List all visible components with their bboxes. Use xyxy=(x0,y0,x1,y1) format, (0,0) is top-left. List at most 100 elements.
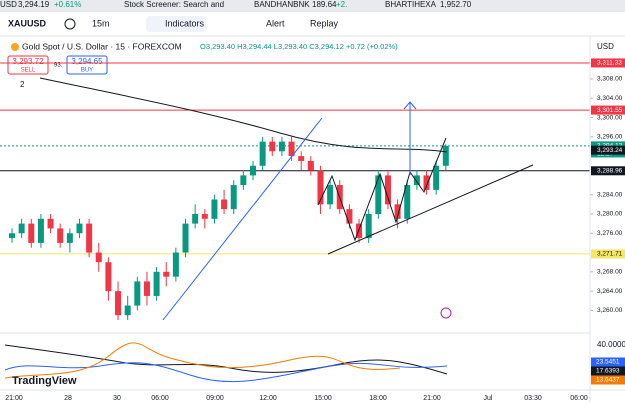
tab-price: 3,294.19 xyxy=(18,0,50,9)
candle-body xyxy=(76,223,83,234)
price-label: 3,304.00 xyxy=(597,95,623,102)
candle-body xyxy=(356,223,363,239)
time-label: 06:00 xyxy=(151,395,169,402)
indicator-count[interactable]: 2 xyxy=(20,80,25,89)
time-label: 30 xyxy=(113,395,121,402)
indicator-tag xyxy=(591,357,625,367)
zigzag xyxy=(317,137,447,242)
candle-body xyxy=(182,223,189,253)
time-label: 15:00 xyxy=(314,395,332,402)
candle-body xyxy=(423,175,430,190)
candle-body xyxy=(365,213,372,239)
candle-body xyxy=(278,141,285,152)
tab-symbol[interactable]: BANDHANBNK xyxy=(254,0,310,9)
tab-symbol[interactable]: USD xyxy=(0,0,17,9)
indicator-value: 13.6437 xyxy=(596,377,620,384)
candle-body xyxy=(18,223,25,234)
price-label: 3,264.00 xyxy=(597,288,623,295)
event-icon[interactable] xyxy=(440,307,452,319)
candle-body xyxy=(230,185,237,210)
candle-body xyxy=(404,185,411,219)
price-tag-label: 3,271.71 xyxy=(597,251,623,258)
alert-button[interactable]: Alert xyxy=(266,18,285,28)
trendline xyxy=(327,164,534,255)
time-label: 06:00 xyxy=(570,395,588,402)
price-tag xyxy=(591,145,625,155)
candle-body xyxy=(259,141,266,166)
buy-price: 3,294.65 xyxy=(71,57,103,66)
time-label: 21:00 xyxy=(5,395,23,402)
buy-button[interactable] xyxy=(66,55,108,75)
price-label: 3,308.00 xyxy=(597,76,623,83)
price-label: 3,276.00 xyxy=(597,230,623,237)
price-label: 3,284.00 xyxy=(597,191,623,198)
candle-body xyxy=(153,271,160,296)
price-label: 3,280.00 xyxy=(597,211,623,218)
candle-body xyxy=(172,252,179,277)
tab-bar xyxy=(0,0,625,12)
indicator-value: 17.6393 xyxy=(596,368,620,375)
sell-button[interactable] xyxy=(7,55,49,75)
time-label: 09:00 xyxy=(206,395,224,402)
indicators-bg[interactable] xyxy=(146,16,206,32)
tab-price: 1,952.70 xyxy=(440,0,472,9)
price-tag-label: 3,288.96 xyxy=(597,167,623,174)
indicator-line xyxy=(4,362,448,383)
sell-price: 3,293.72 xyxy=(12,57,44,66)
tab-symbol[interactable]: BHARTIHEXA xyxy=(385,0,437,9)
brand: TradingView xyxy=(12,375,77,387)
indicator-level: 40.0000 xyxy=(597,340,625,349)
candle-body xyxy=(375,175,382,214)
price-tag-label: 3,301.55 xyxy=(597,107,623,114)
time-label: Jul xyxy=(484,395,493,402)
symbol-button[interactable]: XAUUSD xyxy=(8,18,47,28)
candle-body xyxy=(143,281,150,296)
add-symbol[interactable] xyxy=(64,18,76,30)
replay-button[interactable]: Replay xyxy=(310,18,339,28)
candle-body xyxy=(37,218,44,243)
indicators-button[interactable]: Indicators xyxy=(165,18,205,28)
candle-body xyxy=(86,223,93,253)
tab-change: +0.61% xyxy=(54,0,81,9)
price-tag-label: 3,293.24 xyxy=(597,147,623,154)
candle-body xyxy=(201,213,208,219)
price-label: 3,260.00 xyxy=(597,307,623,314)
time-label: 21:00 xyxy=(423,395,441,402)
candle-body xyxy=(134,281,141,306)
sell-label: SELL xyxy=(21,68,36,74)
candle-body xyxy=(307,160,314,171)
indicator-tag xyxy=(591,375,625,385)
tab-change: +2. xyxy=(336,0,347,9)
indicator-labels: 23.5451 17.6393 13.6437 xyxy=(591,357,625,385)
candle-body xyxy=(269,141,276,152)
indicator-value: 23.5451 xyxy=(596,359,620,366)
tab-title[interactable]: Stock Screener: Search and xyxy=(124,0,224,9)
moving-average xyxy=(39,77,448,153)
indicator-tag xyxy=(591,366,625,376)
trendline xyxy=(162,117,323,321)
candle-body xyxy=(28,223,35,243)
candle-body xyxy=(413,175,420,186)
candle-body xyxy=(47,218,54,229)
candle-body xyxy=(346,209,353,224)
plot: 3,308.00 3,304.00 3,300.00 3,296.00 3,284.00… xyxy=(0,58,625,321)
candle-body xyxy=(327,185,334,205)
spread: 93. xyxy=(54,63,63,69)
price-label: 3,268.00 xyxy=(597,269,623,276)
candle-body xyxy=(433,165,440,190)
time-label: 03:30 xyxy=(524,395,542,402)
candle-body xyxy=(163,271,170,277)
legend-ohlc: O3,293.40 H3,294.44 L3,293.40 C3,294.12 … xyxy=(200,42,398,51)
candle-body xyxy=(384,175,391,205)
candle-body xyxy=(317,170,324,205)
time-axis: 21:00 28 30 06:00 09:00 12:00 15:00 18:00 21:00 J… xyxy=(5,395,588,402)
candle-body xyxy=(57,228,64,243)
candle-body xyxy=(240,175,247,186)
candle-body xyxy=(9,233,15,239)
interval-button[interactable]: 15m xyxy=(92,18,110,28)
candle-body xyxy=(105,262,112,292)
candle-body xyxy=(298,156,305,161)
time-label: 18:00 xyxy=(369,395,387,402)
candle-body xyxy=(250,165,256,176)
candle-body xyxy=(66,233,73,243)
